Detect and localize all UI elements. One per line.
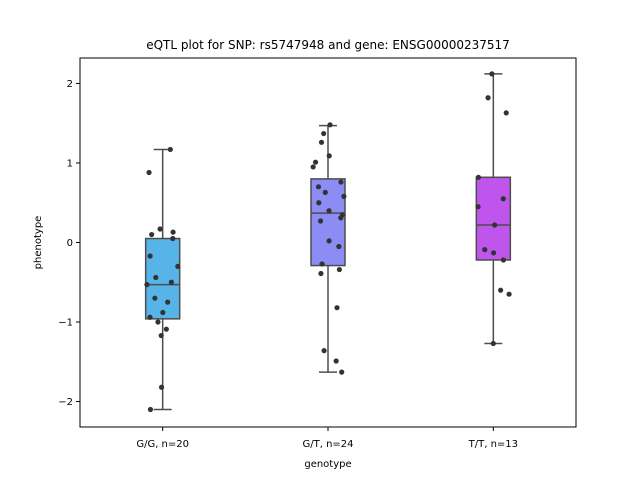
data-point bbox=[167, 146, 173, 153]
box bbox=[310, 178, 346, 267]
data-point bbox=[341, 193, 347, 199]
data-point bbox=[318, 270, 324, 277]
data-point bbox=[506, 291, 512, 297]
data-point bbox=[163, 326, 169, 332]
y-tick-label: −1 bbox=[58, 318, 73, 329]
data-point bbox=[310, 164, 316, 170]
data-point bbox=[336, 243, 342, 250]
box bbox=[144, 237, 181, 320]
data-point bbox=[498, 287, 504, 293]
data-point bbox=[475, 204, 481, 210]
data-point bbox=[500, 196, 506, 202]
y-axis-label: phenotype bbox=[33, 216, 44, 270]
data-point bbox=[326, 208, 332, 214]
data-point bbox=[160, 309, 166, 316]
data-point bbox=[338, 215, 344, 221]
data-point bbox=[158, 384, 165, 390]
data-point bbox=[175, 263, 181, 269]
data-point bbox=[318, 139, 325, 145]
data-point bbox=[321, 348, 327, 354]
data-point bbox=[315, 184, 322, 190]
data-point bbox=[144, 282, 150, 288]
y-tick-label: −2 bbox=[58, 397, 73, 408]
data-point bbox=[165, 299, 171, 305]
data-point bbox=[339, 369, 345, 375]
data-point bbox=[152, 295, 158, 301]
y-tick-label: 0 bbox=[67, 238, 73, 249]
data-point bbox=[333, 358, 339, 364]
x-tick-label: T/T, n=13 bbox=[468, 439, 518, 450]
data-point bbox=[316, 200, 322, 206]
data-point bbox=[149, 231, 155, 238]
data-point bbox=[327, 122, 333, 128]
data-point bbox=[322, 189, 328, 195]
y-tick-label: 2 bbox=[67, 79, 73, 90]
chart-title: eQTL plot for SNP: rs5747948 and gene: E… bbox=[146, 38, 510, 52]
data-point bbox=[319, 261, 325, 267]
y-tick-label: 1 bbox=[67, 158, 73, 169]
x-axis-label: genotype bbox=[304, 459, 351, 470]
data-point bbox=[334, 305, 340, 311]
data-point bbox=[158, 332, 164, 339]
data-point bbox=[482, 247, 488, 253]
box bbox=[475, 176, 512, 261]
data-point bbox=[147, 314, 153, 320]
data-point bbox=[503, 110, 509, 116]
x-tick-label: G/G, n=20 bbox=[136, 439, 189, 450]
data-point bbox=[312, 159, 319, 165]
data-point bbox=[475, 174, 482, 180]
plot-area bbox=[144, 71, 512, 413]
data-point bbox=[500, 257, 507, 263]
data-point bbox=[326, 153, 332, 159]
data-point bbox=[170, 229, 176, 235]
data-point bbox=[490, 340, 496, 347]
data-point bbox=[147, 406, 154, 413]
data-point bbox=[326, 238, 332, 244]
data-point bbox=[146, 169, 152, 176]
data-point bbox=[489, 71, 495, 77]
data-point bbox=[492, 222, 498, 228]
data-point bbox=[321, 130, 327, 137]
data-point bbox=[168, 279, 174, 285]
data-point bbox=[157, 226, 163, 232]
data-point bbox=[491, 250, 497, 256]
data-point bbox=[155, 319, 161, 325]
data-point bbox=[153, 274, 159, 281]
data-point bbox=[317, 218, 324, 224]
data-point bbox=[485, 95, 491, 101]
data-point bbox=[338, 179, 344, 185]
data-point bbox=[147, 253, 153, 259]
data-point bbox=[336, 266, 342, 273]
data-point bbox=[170, 235, 176, 242]
x-tick-label: G/T, n=24 bbox=[302, 439, 353, 450]
